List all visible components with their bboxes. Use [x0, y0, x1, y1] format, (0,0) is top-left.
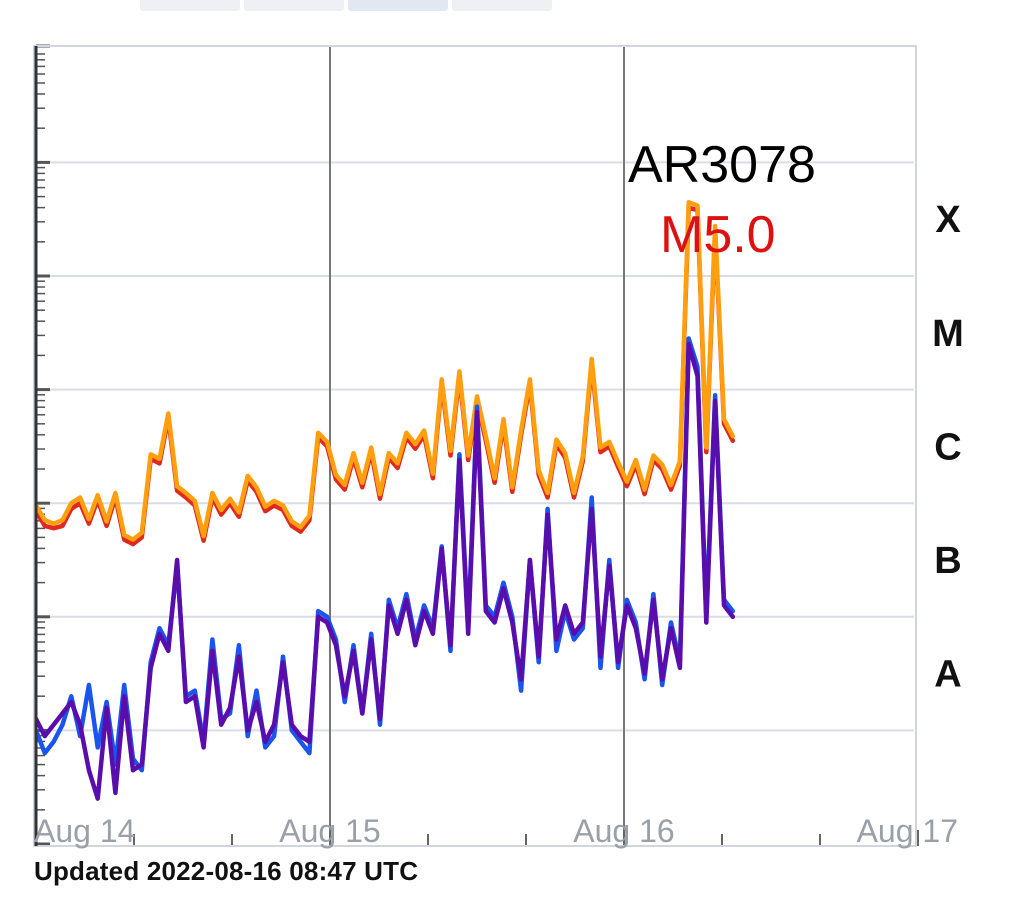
- flare-class-label: X: [935, 199, 961, 241]
- series-line-long_secondary: [33, 205, 736, 547]
- flare-class-label: C: [934, 426, 961, 468]
- region-annotation: AR3078: [628, 136, 816, 194]
- data-series: [33, 199, 736, 801]
- series-line-short_secondary: [33, 341, 736, 801]
- x-tick-label: Aug 16: [573, 813, 674, 849]
- tab-3[interactable]: [348, 0, 448, 11]
- tab-1[interactable]: [140, 0, 240, 11]
- series-line-long_primary: [33, 199, 736, 542]
- flare-class-label: B: [934, 540, 961, 582]
- flare-class-label: M: [932, 313, 964, 355]
- axis-labels: Aug 14 Aug 15 Aug 16 Aug 17 X M C B A: [34, 199, 964, 849]
- x-tick-label: Aug 14: [34, 813, 135, 849]
- flare-class-label: A: [934, 654, 961, 696]
- updated-timestamp: Updated 2022-08-16 08:47 UTC: [34, 856, 419, 886]
- tab-2[interactable]: [244, 0, 344, 11]
- x-tick-label: Aug 17: [857, 813, 958, 849]
- flare-annotation: M5.0: [660, 206, 776, 264]
- top-tab-bar: [140, 0, 552, 12]
- x-tick-label: Aug 15: [279, 813, 380, 849]
- series-line-short_primary: [33, 336, 736, 773]
- tab-4[interactable]: [452, 0, 552, 11]
- plot-frame: [33, 45, 917, 847]
